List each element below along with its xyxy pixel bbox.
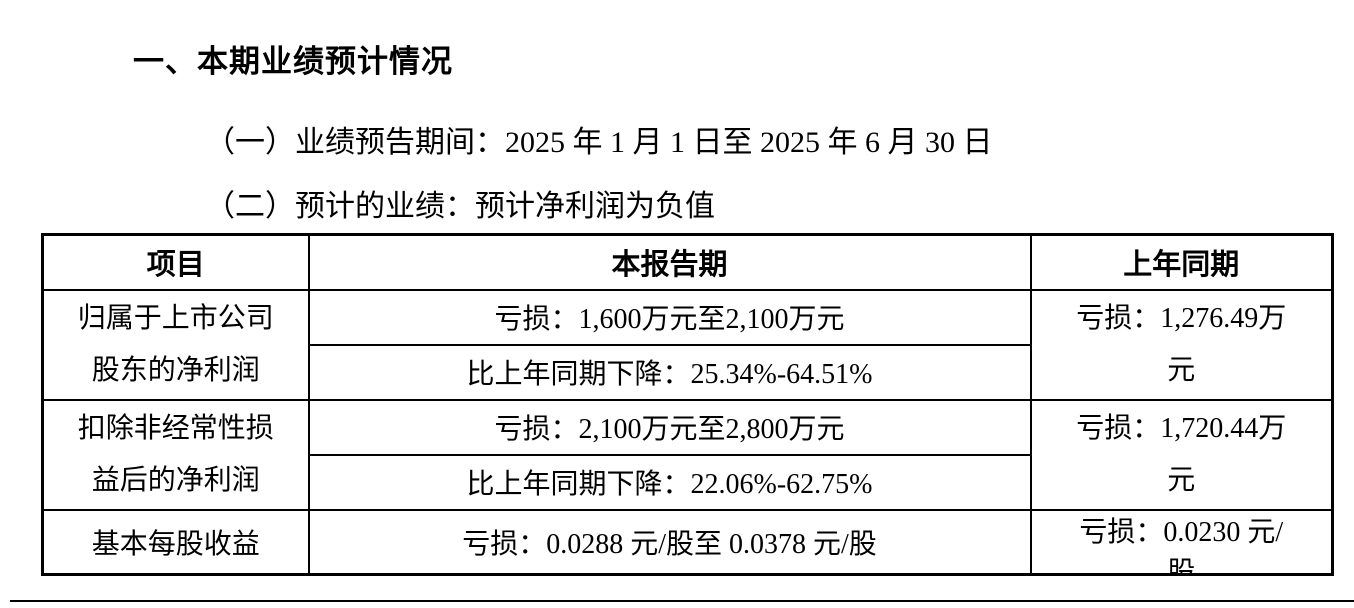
item-cell-deducted-profit: 扣除非经常性损 益后的净利润 <box>41 398 310 511</box>
item-cell-net-profit-line2: 股东的净利润 <box>91 354 260 386</box>
page-bottom-rule <box>10 600 1354 602</box>
current-cell-deducted-profit-change: 比上年同期下降：22.06%-62.75% <box>307 453 1032 511</box>
table-row-deducted-profit-sub1: 扣除非经常性损 益后的净利润 亏损：2,100万元至2,800万元 亏损：1,7… <box>41 398 1334 511</box>
prior-cell-deducted-profit-line2: 元 <box>1167 464 1196 496</box>
current-cell-net-profit-change: 比上年同期下降：25.34%-64.51% <box>307 343 1032 401</box>
item-cell-net-profit-line1: 归属于上市公司 <box>77 302 274 334</box>
item-cell-eps: 基本每股收益 <box>41 508 310 575</box>
paragraph-forecast-period: （一）业绩预告期间：2025 年 1 月 1 日至 2025 年 6 月 30 … <box>205 126 993 159</box>
current-cell-eps: 亏损：0.0288 元/股至 0.0378 元/股 <box>307 508 1032 575</box>
table-row-net-profit-sub2: 比上年同期下降：25.34%-64.51% <box>43 343 1333 401</box>
prior-cell-net-profit-line2: 元 <box>1167 354 1196 386</box>
table-row-deducted-profit-sub2: 比上年同期下降：22.06%-62.75% <box>43 453 1333 511</box>
table-row-eps: 基本每股收益 亏损：0.0288 元/股至 0.0378 元/股 亏损：0.02… <box>41 508 1334 575</box>
header-cell-prior-period: 上年同期 <box>1029 233 1334 291</box>
prior-cell-eps-line2-clipped: 股 <box>1167 556 1196 573</box>
prior-cell-deducted-profit-line1: 亏损：1,720.44万 <box>1076 412 1287 444</box>
prior-cell-net-profit-line1: 亏损：1,276.49万 <box>1076 302 1287 334</box>
item-cell-deducted-profit-line2: 益后的净利润 <box>91 464 260 496</box>
section-title: 一、本期业绩预计情况 <box>133 44 453 79</box>
header-cell-item: 项目 <box>41 233 310 291</box>
header-cell-current-period: 本报告期 <box>307 233 1032 291</box>
prior-cell-net-profit: 亏损：1,276.49万 元 <box>1029 288 1334 401</box>
performance-forecast-table: 项目 本报告期 上年同期 归属于上市公司 股东的净利润 亏损：1,600万元至2… <box>41 233 1334 576</box>
table-row-net-profit-sub1: 归属于上市公司 股东的净利润 亏损：1,600万元至2,100万元 亏损：1,2… <box>41 288 1334 401</box>
current-cell-deducted-profit-loss: 亏损：2,100万元至2,800万元 <box>307 398 1032 456</box>
prior-cell-eps-line1: 亏损：0.0230 元/ <box>1079 516 1284 548</box>
item-cell-deducted-profit-line1: 扣除非经常性损 <box>77 412 274 444</box>
table-header-row: 项目 本报告期 上年同期 <box>41 233 1334 291</box>
item-cell-net-profit: 归属于上市公司 股东的净利润 <box>41 288 310 401</box>
prior-cell-eps: 亏损：0.0230 元/ 股 <box>1029 508 1334 575</box>
current-cell-net-profit-loss: 亏损：1,600万元至2,100万元 <box>307 288 1032 346</box>
paragraph-forecast-result: （二）预计的业绩：预计净利润为负值 <box>205 190 715 223</box>
prior-cell-deducted-profit: 亏损：1,720.44万 元 <box>1029 398 1334 511</box>
